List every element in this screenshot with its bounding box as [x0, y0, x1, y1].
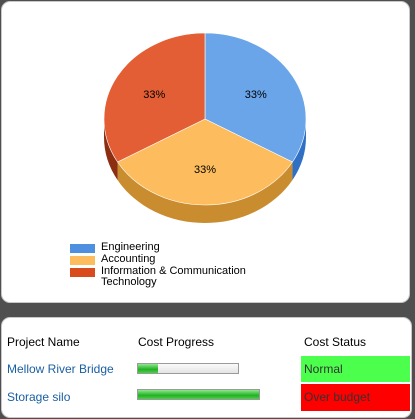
- header-project-name: Project Name: [7, 335, 80, 349]
- status-badge: Over budget: [301, 384, 410, 411]
- pie-slice-2[interactable]: [103, 32, 206, 163]
- header-cost-progress: Cost Progress: [138, 335, 215, 349]
- pie-label-1: 33%: [194, 164, 216, 176]
- legend-label: Engineering: [101, 241, 160, 253]
- chart-panel: 33% 33% 33% Engineering Accounting Informa…: [1, 1, 410, 303]
- progress-fill: [138, 364, 158, 373]
- legend-label: Information & Communication Technology: [101, 265, 246, 288]
- legend-swatch-engineering: [70, 244, 95, 253]
- legend-swatch-ict: [70, 268, 95, 277]
- pie-label-2: 33%: [143, 89, 165, 101]
- project-link-mellow-river-bridge[interactable]: Mellow River Bridge: [7, 362, 114, 376]
- pie-side-2: [104, 119, 118, 180]
- chart-legend: Engineering Accounting Information & Com…: [70, 242, 291, 289]
- project-cost-table: Project Name Cost Progress Cost Status M…: [1, 317, 412, 418]
- cost-progress-bar: [137, 389, 260, 400]
- pie-chart: 33% 33% 33%: [103, 32, 307, 223]
- pie-side-0: [292, 119, 306, 180]
- legend-item-ict: Information & Communication Technology: [70, 266, 291, 288]
- project-link-storage-silo[interactable]: Storage silo: [7, 390, 71, 404]
- pie-slice-0[interactable]: [204, 32, 307, 163]
- cost-progress-bar: [137, 363, 239, 374]
- header-cost-status: Cost Status: [304, 335, 367, 349]
- progress-fill: [138, 390, 259, 399]
- legend-item-accounting: Accounting: [70, 254, 291, 265]
- pie-side-1: [117, 162, 293, 223]
- legend-label: Accounting: [101, 253, 156, 265]
- legend-item-engineering: Engineering: [70, 242, 291, 253]
- legend-swatch-accounting: [70, 256, 95, 265]
- status-badge: Normal: [301, 356, 410, 382]
- pie-label-0: 33%: [245, 89, 267, 101]
